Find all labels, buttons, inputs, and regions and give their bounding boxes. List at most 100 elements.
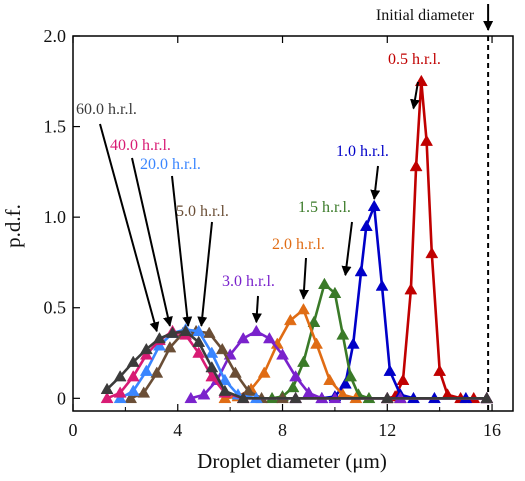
y-tick-label: 0.5 (44, 298, 67, 318)
data-point (100, 382, 114, 395)
data-point (139, 364, 153, 376)
y-tick-label: 0 (57, 388, 66, 408)
data-point (409, 159, 423, 172)
data-point (323, 373, 337, 385)
data-point (236, 332, 250, 344)
data-point (262, 332, 276, 344)
data-point (383, 364, 397, 376)
data-point (380, 391, 394, 404)
x-axis-title: Droplet diameter (μm) (197, 449, 387, 473)
axis-ticks: 0 4 8 12 16 0 0.5 1.0 1.5 2.0 Initial diameter (44, 4, 501, 440)
data-point (166, 326, 179, 338)
series-label-arrow (131, 157, 173, 327)
data-point (338, 377, 352, 389)
series-label: 0.5 h.r.l. (388, 51, 441, 68)
data-point (328, 286, 342, 298)
data-point (336, 328, 350, 340)
series-line (387, 81, 487, 400)
series-label-arrow (251, 295, 262, 324)
data-point (297, 303, 310, 315)
data-point (202, 326, 216, 338)
data-point (344, 370, 358, 382)
series-label: 5.0 h.r.l. (176, 203, 229, 220)
series-60-0-h-r-l- (100, 324, 494, 404)
data-point (228, 366, 242, 378)
series-label: 1.0 h.r.l. (336, 143, 389, 160)
data-point (433, 364, 447, 376)
x-tick-label: 16 (483, 420, 501, 440)
annotation-layer: 0.5 h.r.l. 1.0 h.r.l. 1.5 h.r.l. 2.0 h.r.l.… (76, 51, 441, 333)
data-point (236, 391, 250, 404)
data-point (126, 355, 140, 367)
series-0-5-h-r-l- (380, 74, 494, 404)
series-label: 20.0 h.r.l. (140, 156, 201, 173)
data-point (124, 391, 138, 404)
series-label: 3.0 h.r.l. (222, 273, 275, 290)
plot-frame (72, 35, 514, 412)
series-layer (100, 74, 494, 404)
y-tick-label: 2.0 (44, 26, 67, 46)
data-point (359, 219, 373, 231)
data-point (192, 346, 206, 358)
y-tick-label: 1.0 (44, 207, 67, 227)
data-point (396, 373, 410, 385)
data-point (126, 370, 140, 382)
data-point (100, 391, 114, 404)
data-point (286, 380, 300, 393)
data-point (205, 361, 219, 373)
series-label: 2.0 h.r.l. (272, 236, 325, 253)
series-line (190, 329, 487, 400)
data-point (257, 366, 271, 378)
data-point (139, 342, 153, 355)
series-label-arrow (99, 123, 160, 333)
data-point (283, 313, 297, 326)
series-label: 40.0 h.r.l. (110, 137, 171, 154)
initial-diameter-label: Initial diameter (376, 7, 475, 24)
data-point (218, 384, 232, 396)
data-point (289, 391, 303, 404)
x-tick-label: 8 (278, 420, 287, 440)
data-point (276, 348, 289, 360)
plot-border (72, 35, 514, 412)
data-point (205, 370, 219, 382)
series-label-arrow (370, 165, 381, 201)
x-tick-label: 0 (69, 420, 78, 440)
data-point (163, 341, 177, 353)
data-point (310, 337, 324, 349)
data-point (197, 388, 211, 400)
x-tick-label: 12 (378, 420, 396, 440)
data-point (113, 386, 127, 398)
data-point (179, 324, 193, 337)
data-point (317, 277, 331, 289)
series-label-arrow (410, 81, 420, 110)
series-label-arrow (299, 257, 310, 300)
data-point (420, 134, 434, 146)
data-point (126, 384, 140, 396)
data-point (215, 342, 229, 355)
series-label-arrow (197, 221, 213, 327)
data-point (150, 366, 164, 378)
data-point (249, 324, 263, 337)
data-point (375, 279, 389, 291)
data-point (289, 370, 303, 382)
series-line (271, 281, 487, 400)
data-point (404, 283, 418, 295)
series-label: 60.0 h.r.l. (76, 101, 137, 118)
series-label-arrow (171, 175, 193, 327)
x-tick-label: 4 (173, 420, 182, 440)
data-point (346, 337, 360, 349)
data-point (367, 199, 381, 212)
y-axis-title: p.d.f. (1, 204, 25, 248)
data-point (307, 315, 321, 327)
series-label-arrow (341, 221, 353, 277)
data-point (480, 391, 494, 404)
data-point (184, 391, 198, 404)
data-point (113, 370, 127, 382)
data-point (297, 355, 310, 367)
data-point (152, 332, 166, 344)
series-label: 1.5 h.r.l. (298, 199, 351, 216)
y-tick-label: 1.5 (44, 117, 67, 137)
data-point (354, 265, 368, 277)
data-point (205, 346, 219, 358)
